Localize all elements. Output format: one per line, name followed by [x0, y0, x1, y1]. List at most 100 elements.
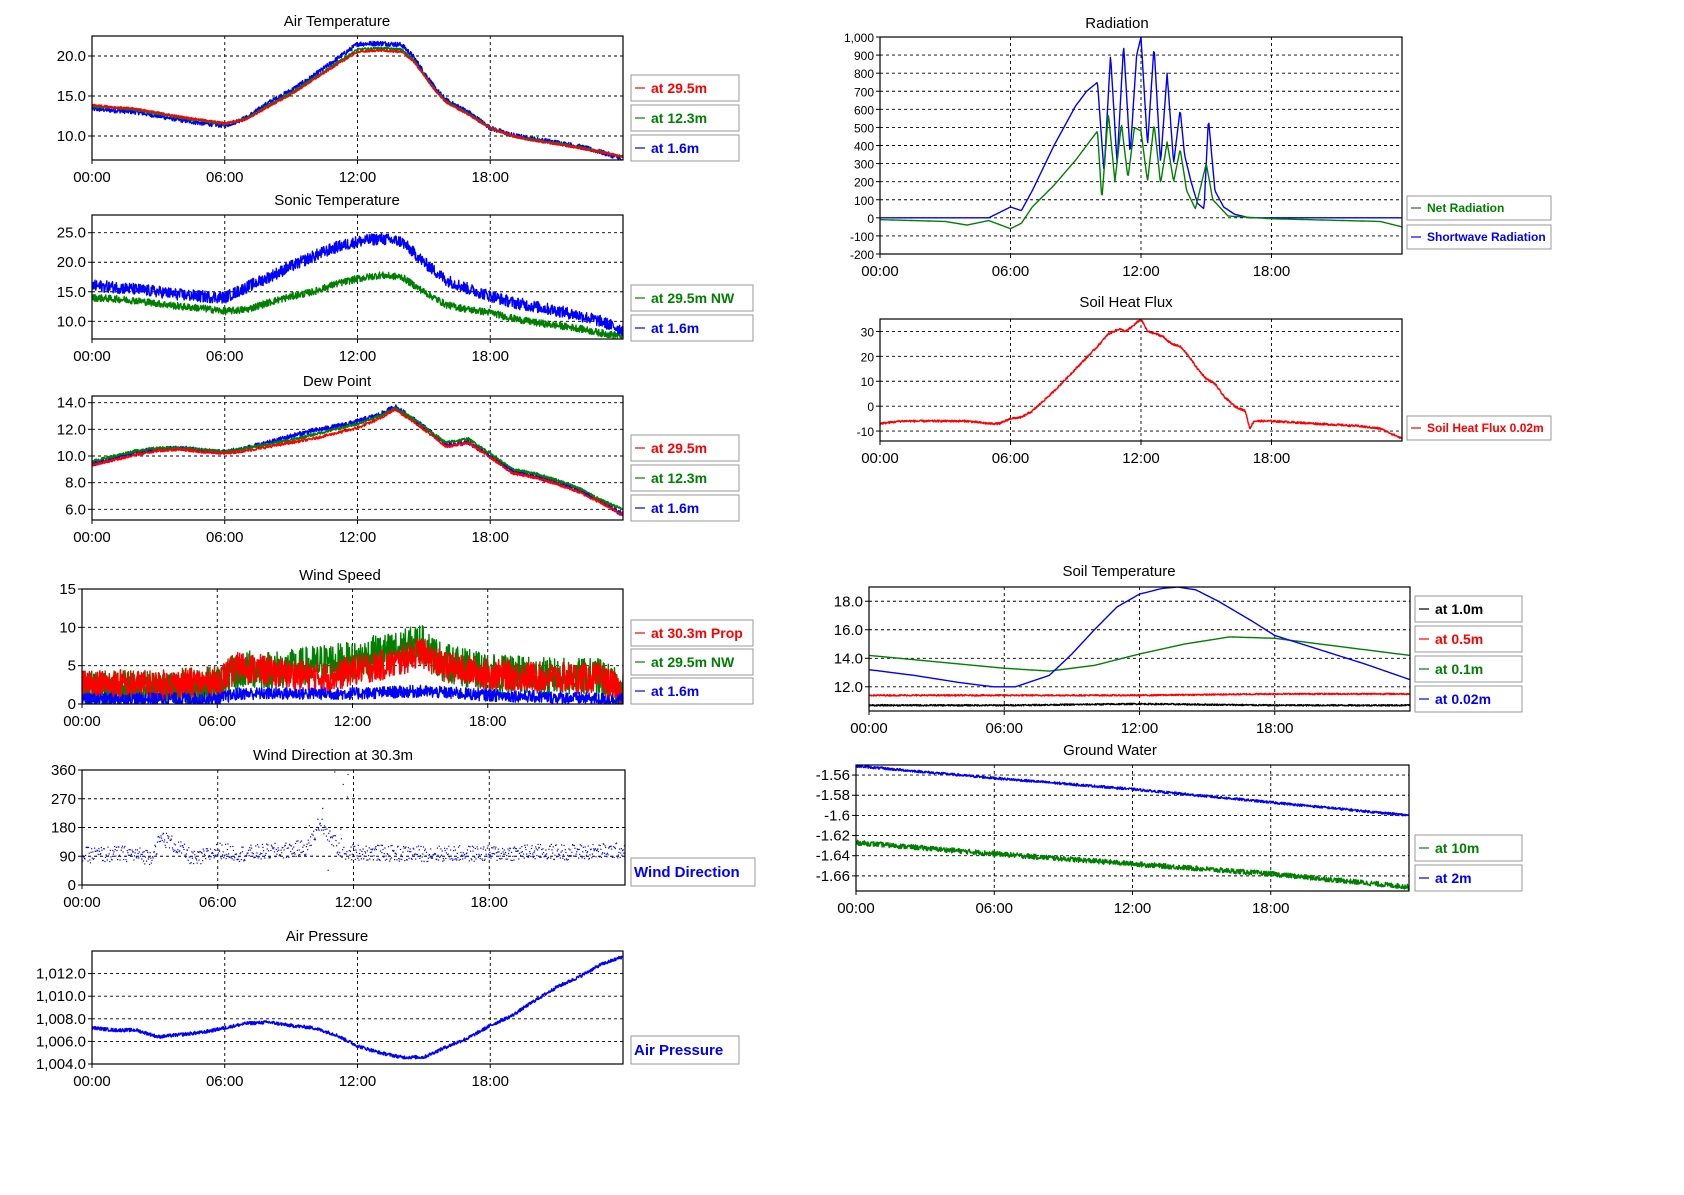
scatter-point — [293, 846, 295, 848]
legend-item[interactable]: at 0.5m — [1414, 625, 1523, 653]
x-tick-label: 00:00 — [850, 720, 888, 737]
scatter-point — [462, 852, 464, 854]
scatter-point — [258, 846, 260, 848]
scatter-point — [577, 857, 580, 859]
scatter-point — [606, 852, 609, 854]
x-tick-label: 06:00 — [206, 348, 244, 365]
scatter-point — [603, 843, 605, 845]
scatter-point — [617, 857, 619, 859]
x-tick-label: 18:00 — [471, 1073, 509, 1090]
scatter-point — [321, 818, 323, 820]
scatter-point — [337, 851, 339, 853]
scatter-point — [511, 859, 513, 862]
scatter-point — [199, 851, 201, 853]
scatter-point — [518, 852, 521, 854]
scatter-point — [621, 854, 623, 856]
scatter-point — [566, 859, 568, 861]
scatter-point — [203, 853, 206, 855]
y-tick-label: 10.0 — [57, 313, 86, 330]
scatter-point — [241, 846, 243, 848]
legend-item[interactable]: at 29.5m NW — [630, 284, 754, 312]
legend-item[interactable]: at 29.5m — [630, 74, 740, 102]
scatter-point — [491, 847, 493, 849]
scatter-point — [307, 849, 309, 851]
y-tick-label: -1.56 — [816, 767, 850, 784]
legend-box — [630, 619, 754, 647]
series-line — [92, 271, 623, 339]
scatter-point — [504, 851, 507, 854]
scatter-point — [208, 856, 210, 858]
scatter-point — [244, 859, 246, 861]
scatter-point — [156, 841, 159, 843]
legend-item[interactable]: at 2m — [1414, 864, 1523, 892]
legend-item[interactable]: at 29.5m — [630, 434, 740, 462]
scatter-point — [117, 846, 119, 848]
scatter-point — [469, 850, 472, 852]
scatter-point — [109, 860, 111, 863]
series-line — [880, 37, 1402, 219]
x-tick-label: 18:00 — [1253, 450, 1291, 467]
scatter-point — [87, 860, 89, 862]
scatter-point — [399, 848, 402, 851]
scatter-point — [343, 846, 345, 849]
scatter-point — [132, 851, 134, 853]
scatter-point — [615, 842, 618, 844]
legend-item[interactable]: at 12.3m — [630, 104, 740, 132]
legend-item[interactable]: at 1.0m — [1414, 595, 1523, 623]
scatter-point — [445, 857, 447, 860]
scatter-point — [387, 846, 390, 848]
scatter-point — [478, 853, 480, 855]
legend-item[interactable]: at 29.5m NW — [630, 648, 754, 676]
scatter-point — [424, 848, 426, 850]
legend-label: at 2m — [1435, 870, 1472, 886]
scatter-point — [220, 858, 222, 860]
y-tick-label: 0 — [867, 400, 874, 414]
scatter-point — [459, 858, 461, 861]
scatter-point — [125, 858, 127, 861]
scatter-point — [472, 850, 474, 852]
y-tick-label: 10 — [861, 375, 875, 389]
scatter-point — [475, 853, 478, 856]
legend-label: at 29.5m — [651, 440, 707, 456]
scatter-point — [287, 847, 289, 849]
scatter-point — [182, 846, 184, 848]
scatter-point — [444, 847, 446, 849]
legend-box — [1414, 655, 1523, 683]
legend-item[interactable]: Shortwave Radiation — [1406, 224, 1552, 250]
scatter-point — [116, 859, 119, 861]
scatter-point — [138, 857, 140, 859]
scatter-point — [156, 853, 158, 855]
scatter-point — [609, 845, 612, 848]
scatter-point — [209, 848, 212, 850]
legend-item[interactable]: at 30.3m Prop — [630, 619, 754, 647]
y-tick-label: 0 — [68, 877, 76, 894]
scatter-point — [366, 859, 368, 861]
scatter-point — [593, 850, 595, 852]
legend-item[interactable]: Air Pressure — [630, 1035, 740, 1065]
x-tick-label: 12:00 — [1122, 450, 1160, 467]
scatter-point — [390, 857, 393, 859]
x-tick-label: 12:00 — [1114, 900, 1152, 917]
legend-item[interactable]: at 1.6m — [630, 494, 740, 522]
scatter-point — [432, 854, 434, 856]
scatter-point — [416, 846, 418, 848]
scatter-point — [308, 842, 310, 844]
legend-item[interactable]: at 12.3m — [630, 464, 740, 492]
legend-item[interactable]: at 0.1m — [1414, 655, 1523, 683]
scatter-point — [563, 844, 565, 847]
legend-item[interactable]: Soil Heat Flux 0.02m — [1406, 415, 1552, 441]
legend-item[interactable]: Net Radiation — [1406, 195, 1552, 221]
legend-item[interactable]: at 1.6m — [630, 134, 740, 162]
legend-item[interactable]: at 1.6m — [630, 314, 754, 342]
legend-label: at 12.3m — [651, 470, 707, 486]
scatter-point — [456, 852, 458, 854]
scatter-point — [219, 842, 221, 844]
scatter-point — [326, 839, 329, 841]
scatter-point — [306, 843, 308, 845]
legend-box — [1414, 685, 1523, 713]
scatter-point — [450, 855, 452, 857]
legend-item[interactable]: at 1.6m — [630, 677, 754, 705]
legend-item[interactable]: at 10m — [1414, 834, 1523, 862]
legend-item[interactable]: at 0.02m — [1414, 685, 1523, 713]
legend-item[interactable]: Wind Direction — [630, 857, 756, 887]
